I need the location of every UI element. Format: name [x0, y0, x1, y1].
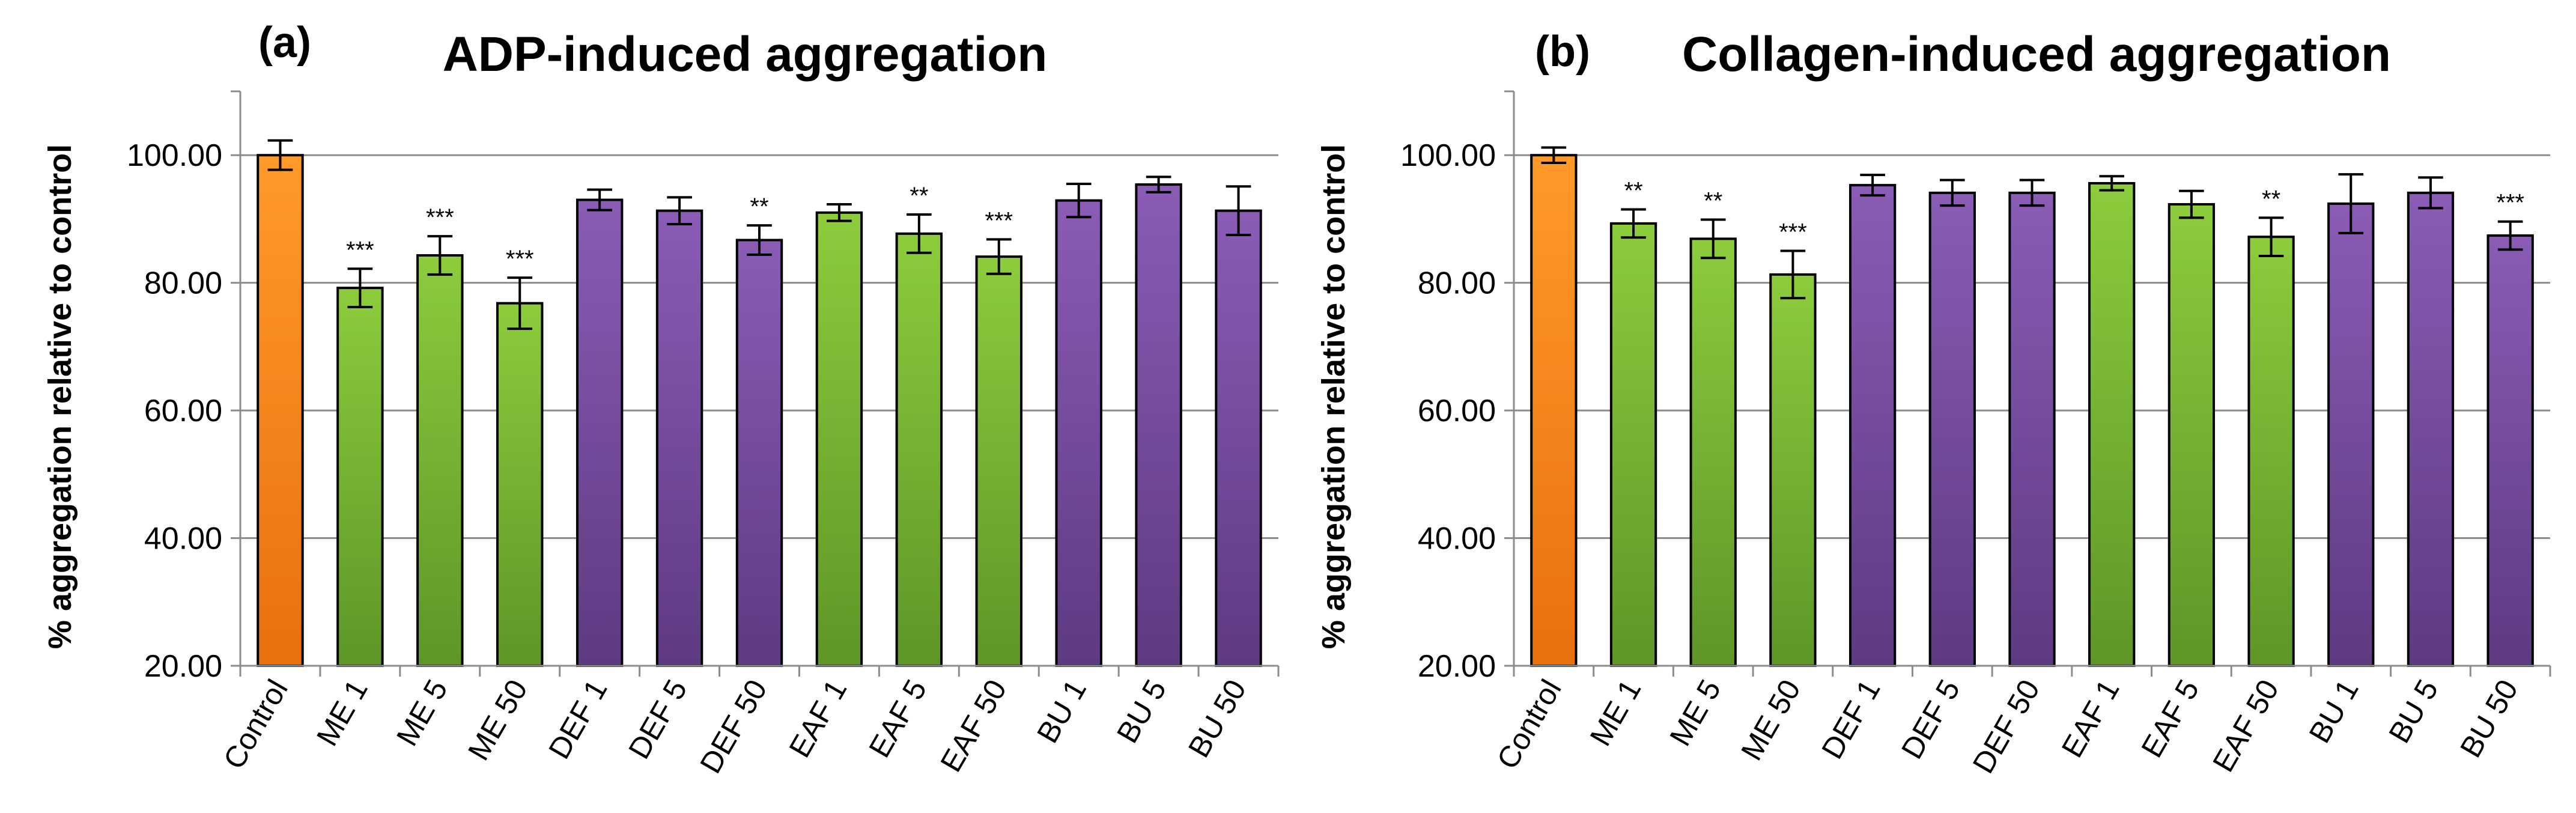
chart-panel-b: (b) Collagen-induced aggregation % aggre… — [1316, 27, 2551, 779]
x-tick-label: Control — [1490, 674, 1568, 775]
significance-label: ** — [910, 183, 928, 209]
bar — [1215, 209, 1262, 667]
bar — [1609, 222, 1657, 667]
bar — [496, 302, 544, 667]
x-tick-label: BU 50 — [1182, 674, 1253, 763]
bar — [1055, 199, 1102, 667]
significance-label: *** — [1779, 219, 1807, 246]
bar — [416, 254, 464, 668]
x-tick-label: ME 50 — [1734, 674, 1807, 766]
y-tick-label: 100.00 — [127, 138, 222, 173]
x-tick-label: DEF 5 — [622, 674, 693, 765]
significance-label: *** — [346, 237, 374, 263]
bar — [2327, 202, 2375, 667]
bar — [655, 209, 703, 667]
significance-label: *** — [985, 207, 1013, 234]
y-tick-label: 20.00 — [1418, 649, 1496, 684]
x-tick-label: BU 5 — [2382, 674, 2444, 749]
bar — [1530, 154, 1578, 667]
x-tick-label: BU 1 — [1030, 674, 1093, 749]
y-tick-label: 60.00 — [1418, 394, 1496, 428]
chart-panel-a: (a) ADP-induced aggregation % aggregatio… — [42, 19, 1280, 779]
x-tick-label: DEF 1 — [542, 674, 613, 765]
x-tick-label: Control — [217, 674, 294, 775]
significance-label: *** — [506, 246, 534, 272]
x-tick-label: EAF 1 — [2055, 674, 2126, 763]
x-tick-label: ME 1 — [1584, 674, 1648, 752]
bar — [2407, 191, 2455, 668]
bar — [257, 154, 304, 667]
x-tick-label: DEF 5 — [1895, 674, 1966, 765]
x-tick-label: ME 50 — [461, 674, 534, 766]
x-tick-label: EAF 1 — [782, 674, 853, 763]
x-tick-label: DEF 1 — [1815, 674, 1886, 765]
x-tick-label: BU 1 — [2303, 674, 2365, 749]
y-tick-label: 40.00 — [1418, 522, 1496, 556]
x-tick-label: ME 1 — [310, 674, 374, 752]
x-tick-label: BU 5 — [1110, 674, 1173, 749]
x-tick-label: DEF 50 — [693, 674, 773, 779]
bar — [1689, 237, 1737, 667]
significance-label: *** — [2496, 190, 2524, 216]
y-tick-label: 40.00 — [144, 522, 222, 556]
x-tick-label: ME 5 — [1663, 674, 1727, 752]
x-tick-label: EAF 50 — [934, 674, 1013, 778]
panel-label: (b) — [1535, 28, 1590, 76]
chart-title: Collagen-induced aggregation — [1682, 27, 2391, 82]
bar — [1928, 191, 1976, 668]
x-tick-label: EAF 50 — [2206, 674, 2285, 778]
y-tick-label: 80.00 — [1418, 266, 1496, 301]
bar — [2167, 203, 2216, 668]
bar — [2486, 234, 2534, 668]
significance-label: ** — [750, 193, 768, 220]
bar — [895, 232, 943, 667]
bar — [815, 211, 863, 668]
bar — [735, 239, 783, 667]
significance-label: ** — [1624, 178, 1642, 204]
bar — [2008, 191, 2056, 668]
significance-label: ** — [1704, 188, 1722, 215]
x-tick-label: BU 50 — [2453, 674, 2524, 763]
y-tick-label: 80.00 — [144, 266, 222, 301]
bar — [1769, 273, 1817, 667]
bar — [2088, 181, 2136, 667]
bar — [336, 287, 384, 668]
bar — [975, 255, 1022, 668]
x-tick-label: DEF 50 — [1966, 674, 2046, 779]
x-tick-label: EAF 5 — [862, 674, 933, 763]
panel-label: (a) — [258, 19, 311, 67]
plot-area: 20.00 40.00 60.00 80.00 100.00 Control ** ME 1 *… — [1400, 90, 2551, 779]
x-tick-label: ME 5 — [390, 674, 454, 752]
chart-title: ADP-induced aggregation — [443, 27, 1048, 82]
significance-label: ** — [2262, 186, 2280, 212]
bar — [2247, 236, 2295, 668]
y-axis-label: % aggregation relative to control — [42, 144, 78, 649]
y-tick-label: 20.00 — [144, 649, 222, 684]
y-tick-label: 100.00 — [1400, 138, 1496, 173]
bar — [1135, 183, 1182, 667]
bar — [576, 198, 624, 668]
plot-area: 20.00 40.00 60.00 80.00 100.00 Control *** ME 1… — [127, 90, 1280, 779]
y-axis-label: % aggregation relative to control — [1316, 144, 1352, 649]
x-tick-label: EAF 5 — [2134, 674, 2205, 763]
y-tick-label: 60.00 — [144, 394, 222, 428]
significance-label: *** — [426, 204, 454, 231]
bar — [1848, 184, 1897, 667]
